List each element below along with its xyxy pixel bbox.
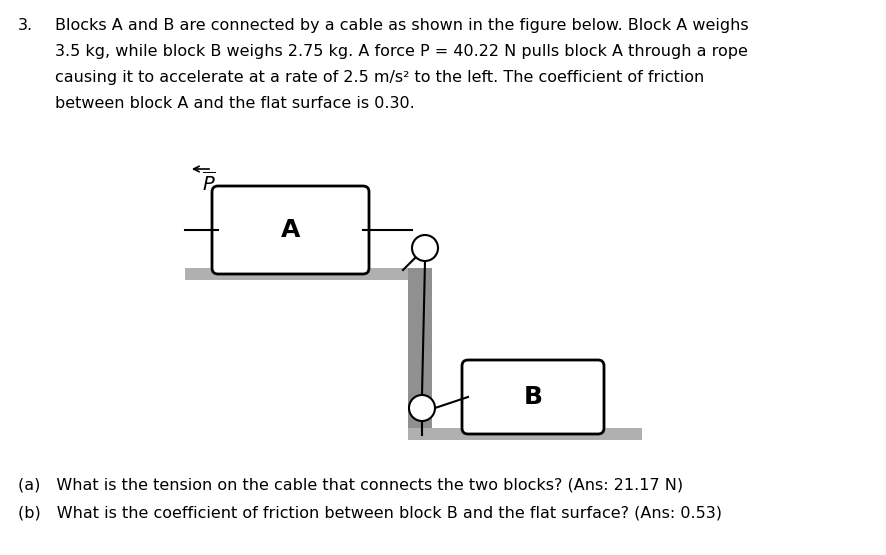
Bar <box>185 268 432 280</box>
Text: causing it to accelerate at a rate of 2.5 m/s² to the left. The coefficient of f: causing it to accelerate at a rate of 2.… <box>55 70 704 85</box>
Text: 3.5 kg, while block B weighs 2.75 kg. A force P = 40.22 N pulls block A through : 3.5 kg, while block B weighs 2.75 kg. A … <box>55 44 748 59</box>
Text: Blocks A and B are connected by a cable as shown in the figure below. Block A we: Blocks A and B are connected by a cable … <box>55 18 749 33</box>
Bar <box>408 268 432 428</box>
Text: 3.: 3. <box>18 18 33 33</box>
Text: between block A and the flat surface is 0.30.: between block A and the flat surface is … <box>55 96 415 111</box>
Text: $\overline{P}$: $\overline{P}$ <box>202 171 216 195</box>
Text: B: B <box>524 385 542 409</box>
FancyBboxPatch shape <box>462 360 604 434</box>
Bar <box>408 428 642 440</box>
FancyBboxPatch shape <box>212 186 369 274</box>
Circle shape <box>412 235 438 261</box>
Circle shape <box>409 395 435 421</box>
Text: (a) What is the tension on the cable that connects the two blocks? (Ans: 21.17 N: (a) What is the tension on the cable tha… <box>18 478 683 493</box>
Text: (b) What is the coefficient of friction between block B and the flat surface? (A: (b) What is the coefficient of friction … <box>18 505 722 520</box>
Text: A: A <box>281 218 300 242</box>
